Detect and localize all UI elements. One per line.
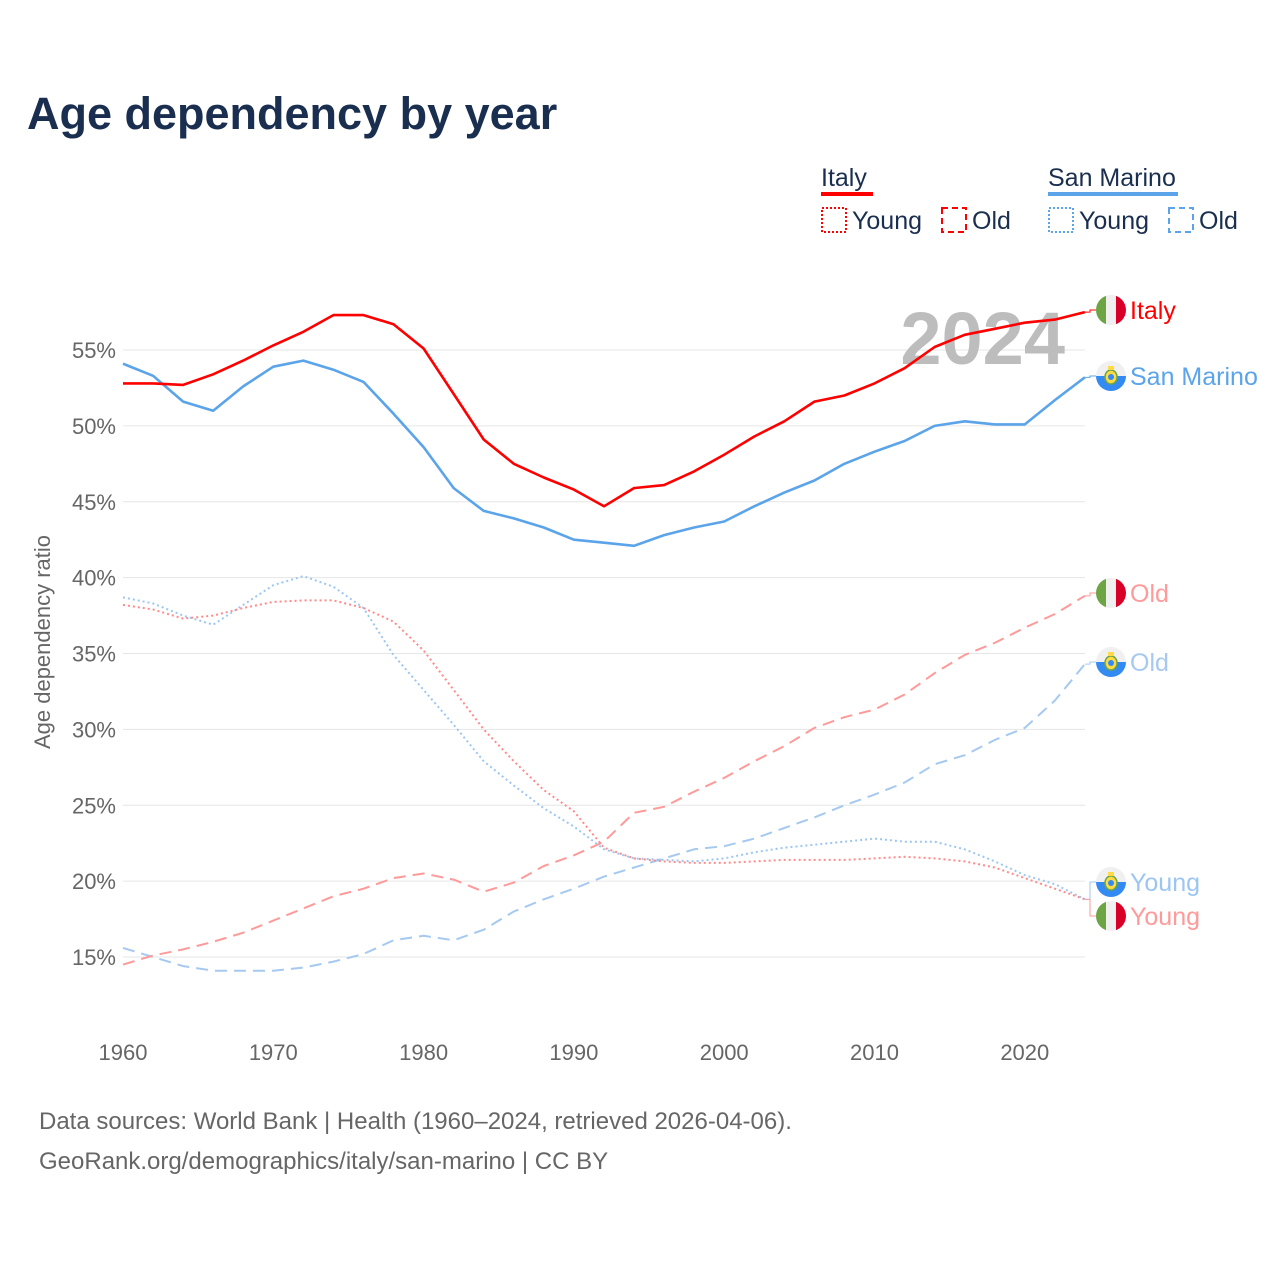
y-tick-label: 30% <box>72 717 116 742</box>
san-marino-flag-icon <box>1096 647 1126 677</box>
chart-title: Age dependency by year <box>27 88 558 139</box>
x-tick-label: 2000 <box>700 1040 749 1065</box>
footer-link[interactable]: GeoRank.org/demographics/italy/san-marin… <box>39 1148 609 1175</box>
y-tick-label: 50% <box>72 414 116 439</box>
end-label-sm-total: San Marino <box>1130 363 1258 391</box>
y-tick-label: 35% <box>72 642 116 667</box>
legend-italy-underline <box>821 192 873 196</box>
y-tick-label: 20% <box>72 869 116 894</box>
legend-sm-young-swatch[interactable] <box>1048 207 1074 233</box>
label-connector <box>1084 375 1097 378</box>
legend-italy[interactable]: Italy <box>821 164 867 192</box>
end-label-italy-total: Italy <box>1130 297 1176 325</box>
footer-sources: Data sources: World Bank | Health (1960–… <box>39 1108 792 1135</box>
series-line-italy-total <box>123 310 1086 508</box>
legend-sm-young[interactable]: Young <box>1079 207 1149 235</box>
year-watermark: 2024 <box>900 297 1065 380</box>
y-tick-label: 55% <box>72 338 116 363</box>
italy-flag-icon <box>1096 295 1126 325</box>
italy-flag-icon <box>1096 578 1126 608</box>
series-line-sm-old <box>122 663 1086 972</box>
y-axis-label: Age dependency ratio <box>30 535 55 749</box>
series-line-sm-total <box>122 359 1086 548</box>
legend-san-marino[interactable]: San Marino <box>1048 164 1176 192</box>
end-label-italy-young: Young <box>1130 903 1200 931</box>
legend-sm-old[interactable]: Old <box>1199 207 1238 235</box>
x-tick-label: 2010 <box>850 1040 899 1065</box>
label-connector <box>1084 592 1097 597</box>
x-tick-label: 2020 <box>1000 1040 1049 1065</box>
y-tick-label: 45% <box>72 490 116 515</box>
x-tick-label: 1980 <box>399 1040 448 1065</box>
x-tick-label: 1960 <box>99 1040 148 1065</box>
end-label-italy-old: Old <box>1130 580 1169 608</box>
label-connector <box>1084 898 1097 917</box>
legend-italy-old[interactable]: Old <box>972 207 1011 235</box>
y-tick-label: 40% <box>72 566 116 591</box>
end-label-sm-young: Young <box>1130 869 1200 897</box>
end-label-sm-old: Old <box>1130 649 1169 677</box>
legend-italy-young-swatch[interactable] <box>821 207 847 233</box>
san-marino-flag-icon <box>1096 867 1126 897</box>
label-connector <box>1084 661 1097 665</box>
italy-flag-icon <box>1096 901 1126 931</box>
label-connector <box>1084 881 1097 900</box>
san-marino-flag-icon <box>1096 361 1126 391</box>
legend-sm-old-swatch[interactable] <box>1168 207 1194 233</box>
y-tick-label: 15% <box>72 945 116 970</box>
series-line-italy-old <box>122 594 1086 966</box>
series-line-italy-young <box>122 599 1086 901</box>
legend-san-marino-underline <box>1048 192 1178 196</box>
y-tick-label: 25% <box>72 793 116 818</box>
label-connector <box>1084 309 1097 313</box>
legend-italy-young[interactable]: Young <box>852 207 922 235</box>
x-tick-label: 1970 <box>249 1040 298 1065</box>
x-tick-label: 1990 <box>549 1040 598 1065</box>
series-line-sm-young <box>122 575 1086 901</box>
legend-italy-old-swatch[interactable] <box>941 207 967 233</box>
